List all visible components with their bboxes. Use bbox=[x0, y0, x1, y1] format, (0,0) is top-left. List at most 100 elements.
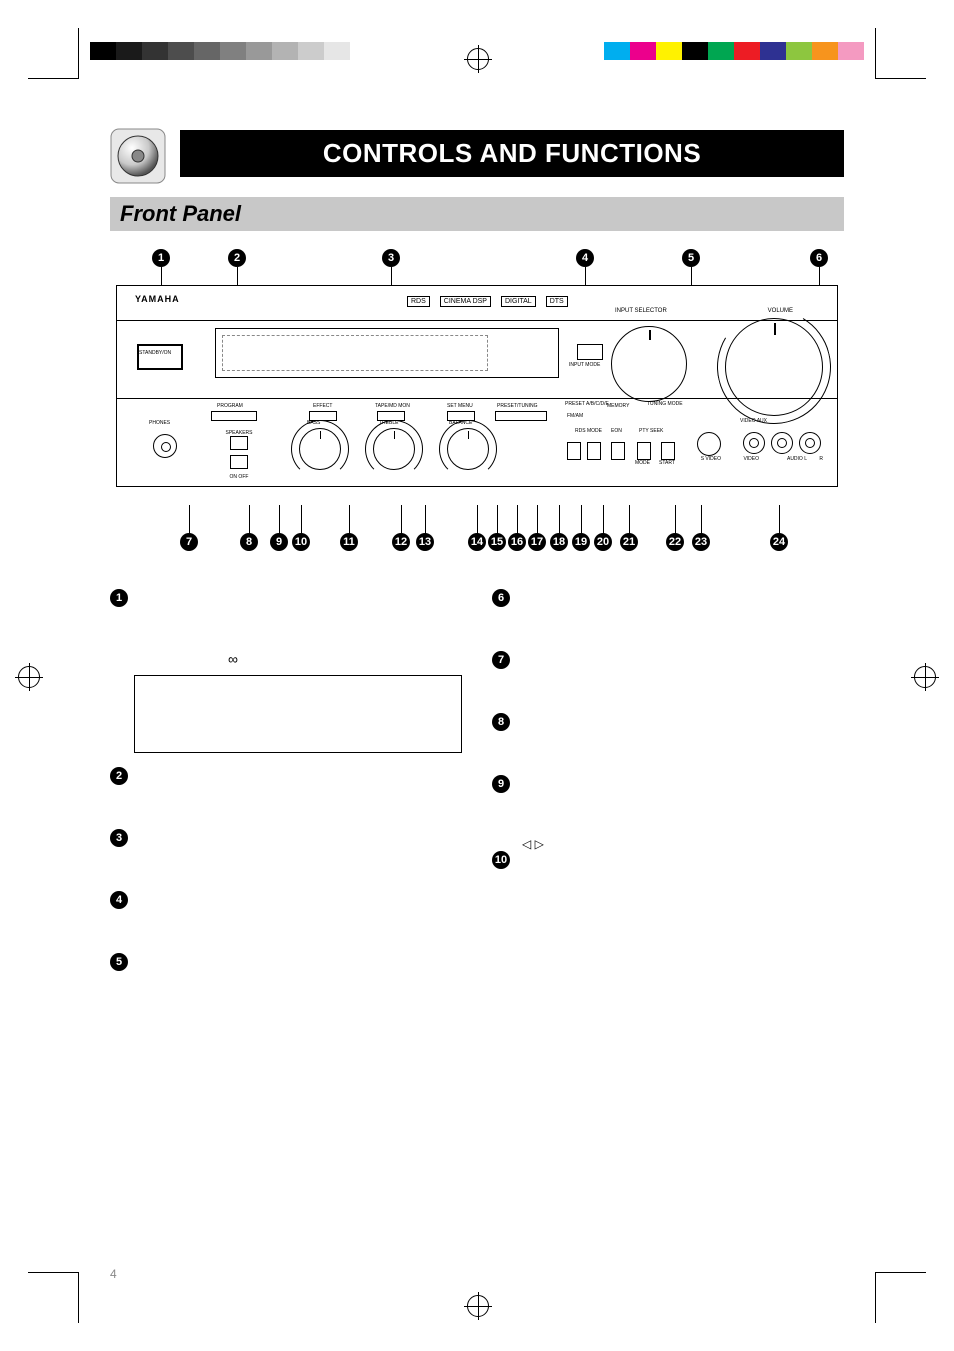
push-button[interactable] bbox=[637, 442, 651, 460]
format-badge: RDS bbox=[407, 296, 430, 307]
balance-dial[interactable] bbox=[447, 428, 489, 470]
tuning-mode-label: TUNING MODE bbox=[647, 401, 683, 407]
description-entry: 4INPUT MODESelects the input mode among … bbox=[110, 891, 462, 935]
push-button[interactable] bbox=[567, 442, 581, 460]
audio-r-label: R bbox=[819, 456, 823, 462]
callout-number: 9 bbox=[270, 533, 288, 551]
swatch bbox=[682, 42, 708, 60]
entry-desc: Shows various information. (Refer to pag… bbox=[134, 843, 462, 857]
format-badges: RDSCINEMA DSPDIGITALDTS bbox=[407, 296, 568, 307]
registration-mark bbox=[18, 666, 40, 688]
callout-number: 15 bbox=[488, 533, 506, 551]
callout-number: 1 bbox=[110, 589, 128, 607]
entry-name: EFFECT bbox=[516, 851, 844, 863]
speaker-b-button[interactable] bbox=[230, 455, 248, 469]
standby-button[interactable] bbox=[137, 344, 183, 370]
swatch bbox=[90, 42, 116, 60]
entry-name: Remote control sensor bbox=[134, 767, 462, 779]
swatch bbox=[708, 42, 734, 60]
right-column: 6VOLUMEControls the output level of all … bbox=[492, 589, 844, 1015]
callout-number: 23 bbox=[692, 533, 710, 551]
swatch bbox=[734, 42, 760, 60]
input-selector-dial[interactable] bbox=[611, 326, 687, 402]
callout-number: 3 bbox=[110, 829, 128, 847]
input-mode-button[interactable] bbox=[577, 344, 603, 360]
rds-mode-label: RDS MODE bbox=[575, 428, 602, 434]
program-label: PROGRAM bbox=[217, 403, 243, 409]
grayscale-bar bbox=[90, 42, 350, 60]
entry-desc: Selects the input mode among AUTO, DTS a… bbox=[134, 905, 462, 934]
swatch bbox=[116, 42, 142, 60]
treble-dial[interactable] bbox=[373, 428, 415, 470]
description-entry: 5INPUT SELECTORSelects the input source … bbox=[110, 953, 462, 997]
callout-number: 19 bbox=[572, 533, 590, 551]
phones-label: PHONES bbox=[149, 420, 170, 426]
phones-jack[interactable] bbox=[153, 434, 177, 458]
swatch bbox=[246, 42, 272, 60]
section-title: Front Panel bbox=[110, 197, 844, 231]
swatch bbox=[220, 42, 246, 60]
audio-l-jack[interactable] bbox=[771, 432, 793, 454]
tape-md-label: TAPE/MD MON bbox=[375, 403, 410, 409]
entry-name: STANDBY/ON bbox=[134, 589, 462, 601]
note-box: NoteIn the standby mode, this unit consu… bbox=[134, 675, 462, 753]
swatch bbox=[812, 42, 838, 60]
standby-label: STANDBY/ON bbox=[139, 350, 171, 356]
entry-name: VOLUME bbox=[516, 589, 844, 601]
push-button[interactable] bbox=[587, 442, 601, 460]
preset-tuning-label: PRESET/TUNING bbox=[497, 403, 538, 409]
callout-number: 8 bbox=[492, 713, 510, 731]
callout-number: 1 bbox=[152, 249, 170, 267]
svideo-jack[interactable] bbox=[697, 432, 721, 456]
callout-number: 18 bbox=[550, 533, 568, 551]
speakers-section: SPEAKERS ON OFF bbox=[217, 430, 261, 480]
crop-mark bbox=[28, 28, 79, 79]
callout-number: 22 bbox=[666, 533, 684, 551]
callout-number: 8 bbox=[240, 533, 258, 551]
display-panel bbox=[215, 328, 559, 378]
knob-icon bbox=[110, 128, 166, 184]
callout-number: 6 bbox=[810, 249, 828, 267]
note-title: Note bbox=[143, 686, 453, 698]
callout-number: 7 bbox=[492, 651, 510, 669]
mid-label-row: PROGRAM EFFECT TAPE/MD MON SET MENU PRES… bbox=[117, 398, 837, 419]
program-buttons[interactable] bbox=[211, 411, 257, 421]
description-entry: 8SPEAKERS A/BTurns on or off the main sp… bbox=[492, 713, 844, 757]
registration-mark bbox=[914, 666, 936, 688]
push-button[interactable] bbox=[611, 442, 625, 460]
entry-desc: Switches the power of this unit between … bbox=[134, 603, 462, 632]
svideo-label: S VIDEO bbox=[701, 456, 721, 462]
callout-row-top: 123456 bbox=[110, 249, 844, 279]
callout-number: 16 bbox=[508, 533, 526, 551]
input-mode-label: INPUT MODE bbox=[569, 362, 600, 368]
start-label: START bbox=[659, 460, 675, 466]
video-jack[interactable] bbox=[743, 432, 765, 454]
push-button[interactable] bbox=[661, 442, 675, 460]
callout-number: 7 bbox=[180, 533, 198, 551]
entry-name: INPUT MODE bbox=[134, 891, 462, 903]
note-body: In the standby mode, this unit consumes … bbox=[143, 698, 453, 720]
fm-am-label: FM/AM bbox=[567, 413, 583, 419]
description-entry: 9PROGRAM ◁ / ▷Selects the DSP program. bbox=[492, 775, 844, 819]
swatch bbox=[838, 42, 864, 60]
bass-dial[interactable] bbox=[299, 428, 341, 470]
description-entry: 7PHONES jackOutputs audio signals for pr… bbox=[492, 651, 844, 695]
entry-desc: Receives signals from the remote control… bbox=[134, 781, 462, 795]
swatch bbox=[168, 42, 194, 60]
input-selector-label: INPUT SELECTOR bbox=[615, 308, 667, 314]
content-area: CONTROLS AND FUNCTIONS Front Panel 12345… bbox=[110, 130, 844, 1015]
entry-desc: Selects the input source you want to lis… bbox=[134, 967, 462, 981]
format-badge: DTS bbox=[546, 296, 568, 307]
audio-r-jack[interactable] bbox=[799, 432, 821, 454]
preset-tuning-buttons[interactable] bbox=[495, 411, 547, 421]
video-label: VIDEO bbox=[743, 456, 759, 462]
entry-desc: Selects the DSP program. bbox=[516, 791, 844, 805]
callout-number: 2 bbox=[228, 249, 246, 267]
format-badge: CINEMA DSP bbox=[440, 296, 491, 307]
speakers-onoff-label: ON OFF bbox=[217, 474, 261, 480]
effect-label: EFFECT bbox=[313, 403, 332, 409]
entry-name: SPEAKERS A/B bbox=[516, 713, 844, 725]
callout-number: 3 bbox=[382, 249, 400, 267]
callout-number: 4 bbox=[576, 249, 594, 267]
speaker-a-button[interactable] bbox=[230, 436, 248, 450]
